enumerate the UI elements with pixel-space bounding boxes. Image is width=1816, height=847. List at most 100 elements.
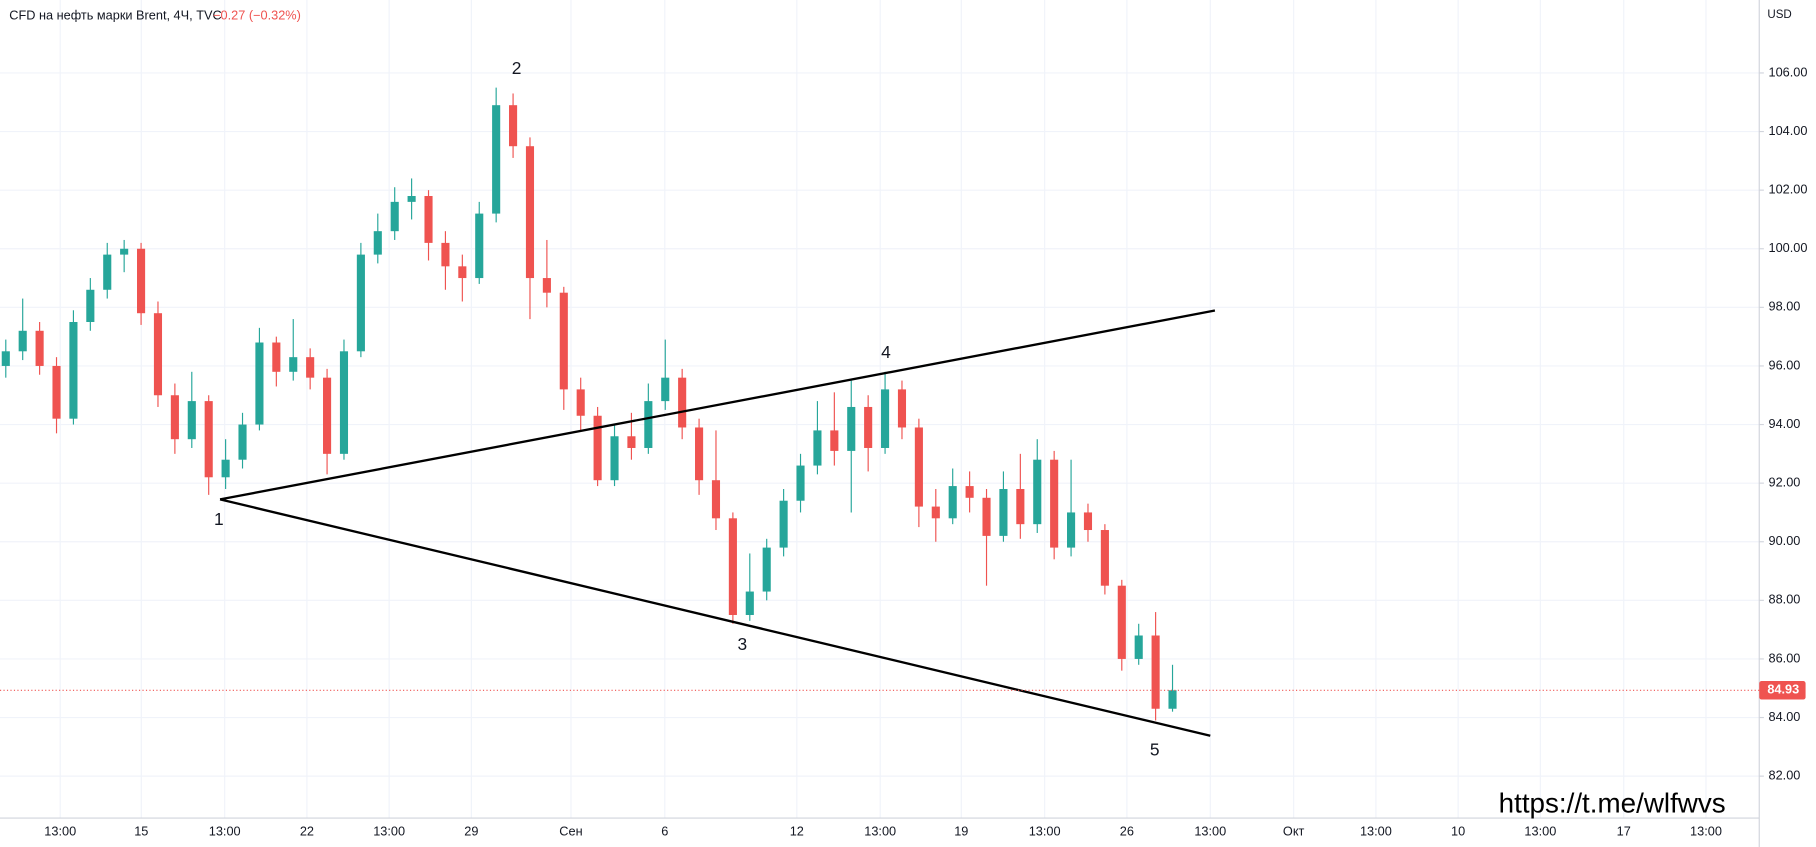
wave-label: 2 (512, 58, 522, 78)
candle-body (170, 395, 179, 440)
candle-body (779, 500, 788, 548)
y-tick-label: 102.00 (1769, 182, 1808, 197)
candle-body (610, 436, 619, 481)
candle-body (35, 330, 44, 366)
wave-label: 1 (214, 509, 224, 529)
candle-body (323, 377, 332, 454)
x-tick-label: 13:00 (44, 823, 76, 838)
x-tick-label: 13:00 (209, 823, 241, 838)
candle-body (897, 389, 907, 428)
candle-body (1050, 459, 1059, 548)
candle-body (1033, 459, 1042, 525)
y-tick-label: 98.00 (1769, 299, 1801, 314)
x-tick-label: 10 (1451, 823, 1465, 838)
candle-body (204, 401, 213, 478)
candle-body (69, 321, 78, 419)
candle-body (272, 342, 281, 372)
y-tick-label: 84.00 (1769, 709, 1801, 724)
candle-body (1016, 489, 1025, 525)
candle-body (103, 254, 112, 290)
candle-body (306, 357, 315, 378)
candle-body (965, 486, 974, 498)
candle-body (373, 231, 382, 255)
candles (1, 87, 1177, 721)
candle-body (1, 351, 10, 366)
candle-body (982, 497, 991, 536)
x-tick-label: 13:00 (1194, 823, 1226, 838)
candle-body (1168, 690, 1177, 709)
x-tick-label: Сен (559, 823, 582, 838)
x-tick-label: 13:00 (1524, 823, 1556, 838)
candle-body (153, 313, 163, 396)
candle-body (18, 330, 27, 352)
wave-label: 4 (881, 342, 891, 362)
candle-body (830, 430, 839, 451)
candle-body (339, 351, 349, 454)
candle-body (390, 201, 399, 232)
candle-body (1134, 635, 1143, 659)
candle-body (881, 389, 890, 448)
x-tick-label: 19 (954, 823, 968, 838)
candle-body (187, 401, 196, 440)
candle-body (509, 105, 518, 147)
candle-body (1067, 512, 1076, 548)
candle-body (458, 266, 467, 279)
x-tick-label: 29 (464, 823, 478, 838)
axes: 82.00 84.00 86.00 88.00 90.00 92.00 94.00 96.00… (0, 64, 1807, 838)
candle-body (1151, 635, 1160, 709)
candle-body (576, 389, 585, 416)
candle-body (627, 436, 636, 448)
candle-body (914, 427, 923, 507)
candle-body (289, 357, 298, 372)
candle-body (559, 292, 568, 390)
candle-body (407, 196, 416, 202)
y-tick-label: 90.00 (1769, 533, 1801, 548)
candle-body (475, 213, 484, 279)
candle-body (711, 480, 721, 519)
candle-body (255, 342, 264, 425)
last-price-label: 84.93 (1767, 682, 1799, 697)
x-tick-label: 13:00 (373, 823, 405, 838)
candle-body (120, 248, 129, 255)
x-tick-label: Окт (1283, 823, 1305, 838)
candle-body (356, 254, 365, 352)
price-change: −0.27 (−0.32%) (213, 8, 301, 23)
candle-body (796, 465, 805, 501)
y-tick-label: 82.00 (1769, 767, 1801, 782)
y-tick-label: 100.00 (1769, 240, 1808, 255)
watermark: https://t.me/wlfwvs (1499, 788, 1726, 819)
y-tick-label: 96.00 (1769, 357, 1801, 372)
chart-title: CFD на нефть марки Brent, 4Ч, TVC (9, 8, 221, 23)
x-tick-label: 22 (300, 823, 314, 838)
y-tick-label: 106.00 (1769, 64, 1808, 79)
trend-line-upper (219, 309, 1216, 501)
y-tick-label: 88.00 (1769, 592, 1801, 607)
trend-line-lower (219, 498, 1211, 737)
candle-body (542, 278, 551, 293)
candle-body (1083, 512, 1093, 531)
candle-body (999, 489, 1008, 536)
y-tick-label: 86.00 (1769, 650, 1801, 665)
y-tick-label: 92.00 (1769, 475, 1801, 490)
candle-body (678, 377, 687, 428)
candle-body (931, 506, 940, 519)
x-tick-label: 26 (1120, 823, 1134, 838)
candle-body (1100, 530, 1109, 586)
x-tick-label: 17 (1617, 823, 1631, 838)
candle-body (424, 196, 433, 243)
y-tick-label: 104.00 (1769, 123, 1808, 138)
candle-body (238, 424, 247, 460)
wave-label: 5 (1150, 739, 1160, 759)
candle-body (661, 377, 670, 402)
candle-body (695, 427, 704, 481)
x-tick-label: 13:00 (1690, 823, 1722, 838)
x-tick-label: 13:00 (1029, 823, 1061, 838)
x-tick-label: 13:00 (864, 823, 896, 838)
candle-body (1117, 585, 1126, 659)
candle-body (644, 401, 653, 448)
x-tick-label: 13:00 (1360, 823, 1392, 838)
candle-body (525, 146, 535, 279)
